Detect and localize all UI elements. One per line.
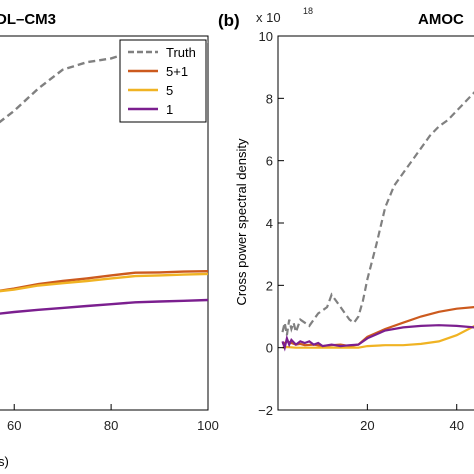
panel-a: DL–CM3 60 80 100 s) Truth 5+1 5 1 [0, 11, 219, 469]
panel-b-ytick-label: 4 [266, 216, 273, 231]
panel-a-axes-frame [0, 35, 209, 411]
panel-b-ytick-label: 10 [259, 29, 273, 44]
panel-a-xticks: 60 80 100 [7, 404, 219, 433]
panel-a-xlabel: s) [0, 454, 9, 469]
legend: Truth 5+1 5 1 [119, 39, 207, 123]
panel-b-ytick-label: −2 [258, 403, 273, 418]
panel-a-series-group [0, 40, 209, 315]
panel-b-ytick-label: 8 [266, 91, 273, 106]
legend-label: Truth [166, 45, 196, 60]
panel-b-series-group [281, 91, 474, 352]
legend-label: 1 [166, 102, 173, 117]
panel-b-series-line-4 [281, 324, 474, 352]
panel-a-xtick-label: 60 [7, 418, 21, 433]
panel-a-series-line-3 [0, 272, 209, 293]
panel-a-series-line-4 [0, 298, 209, 315]
panel-b-series-line-3 [282, 324, 474, 349]
panel-b: (b) x 10 18 AMOC Cross power spectral de… [218, 6, 474, 433]
y-exponent-text: 18 [303, 6, 313, 16]
panel-b-ylabel: Cross power spectral density [234, 138, 249, 305]
panel-b-yticks: −2 0 2 4 6 8 10 [258, 29, 284, 418]
panel-b-title: AMOC [418, 11, 464, 28]
panel-b-series-line-1 [281, 91, 474, 336]
panel-b-xtick-label: 20 [360, 418, 374, 433]
panel-a-xtick-label: 80 [104, 418, 118, 433]
panel-a-series-line-2 [0, 270, 209, 292]
panel-b-xticks: 20 40 [360, 404, 464, 433]
panel-b-axes-frame [277, 35, 474, 411]
panel-b-label: (b) [218, 11, 240, 30]
panel-b-ytick-label: 2 [266, 278, 273, 293]
y-multiplier-text: x 10 [256, 10, 281, 25]
panel-b-ytick-label: 6 [266, 154, 273, 169]
legend-label: 5 [166, 83, 173, 98]
legend-label: 5+1 [166, 64, 188, 79]
panel-b-xtick-label: 40 [449, 418, 463, 433]
panel-b-ytick-label: 0 [266, 341, 273, 356]
panel-a-xtick-label: 100 [197, 418, 219, 433]
panel-a-title: DL–CM3 [0, 11, 56, 28]
